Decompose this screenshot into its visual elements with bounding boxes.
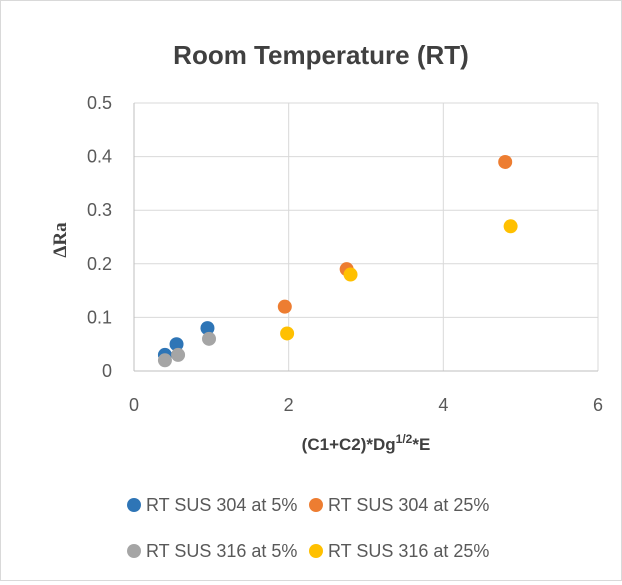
y-tick-label: 0 — [102, 361, 112, 381]
y-axis-label: ΔRa — [50, 222, 71, 258]
legend-marker — [127, 544, 141, 558]
data-point-series-2 — [277, 299, 292, 314]
data-point-series-4 — [343, 267, 358, 282]
data-points — [157, 154, 518, 368]
legend-label: RT SUS 304 at 5% — [146, 495, 297, 515]
data-point-series-4 — [280, 326, 295, 341]
data-point-series-2 — [498, 154, 513, 169]
gridlines — [134, 102, 599, 371]
axes — [133, 103, 598, 372]
legend-marker — [309, 498, 323, 512]
x-axis-label: (C1+C2)*Dg1/2*E — [302, 432, 431, 454]
x-tick-label: 6 — [593, 395, 603, 415]
x-tick-label: 2 — [284, 395, 294, 415]
data-point-series-3 — [157, 353, 172, 368]
y-tick-label: 0.3 — [87, 200, 112, 220]
legend: RT SUS 304 at 5% RT SUS 304 at 25% RT SUS … — [127, 495, 489, 561]
x-tick-label: 4 — [438, 395, 448, 415]
data-point-series-1 — [169, 337, 184, 352]
data-point-series-4 — [503, 219, 518, 234]
data-point-series-3 — [171, 347, 186, 362]
legend-marker — [309, 544, 323, 558]
chart-title: Room Temperature (RT) — [173, 40, 469, 70]
legend-marker — [127, 498, 141, 512]
x-tick-label: 0 — [129, 395, 139, 415]
y-tick-label: 0.1 — [87, 307, 112, 327]
y-tick-labels: 0 0.1 0.2 0.3 0.4 0.5 — [87, 93, 112, 381]
x-tick-labels: 0 2 4 6 — [129, 395, 603, 415]
y-tick-label: 0.5 — [87, 93, 112, 113]
y-tick-label: 0.2 — [87, 254, 112, 274]
legend-label: RT SUS 304 at 25% — [328, 495, 489, 515]
legend-label: RT SUS 316 at 5% — [146, 541, 297, 561]
data-point-series-3 — [202, 331, 217, 346]
y-tick-label: 0.4 — [87, 147, 112, 167]
data-point-series-1 — [200, 321, 215, 336]
legend-label: RT SUS 316 at 25% — [328, 541, 489, 561]
